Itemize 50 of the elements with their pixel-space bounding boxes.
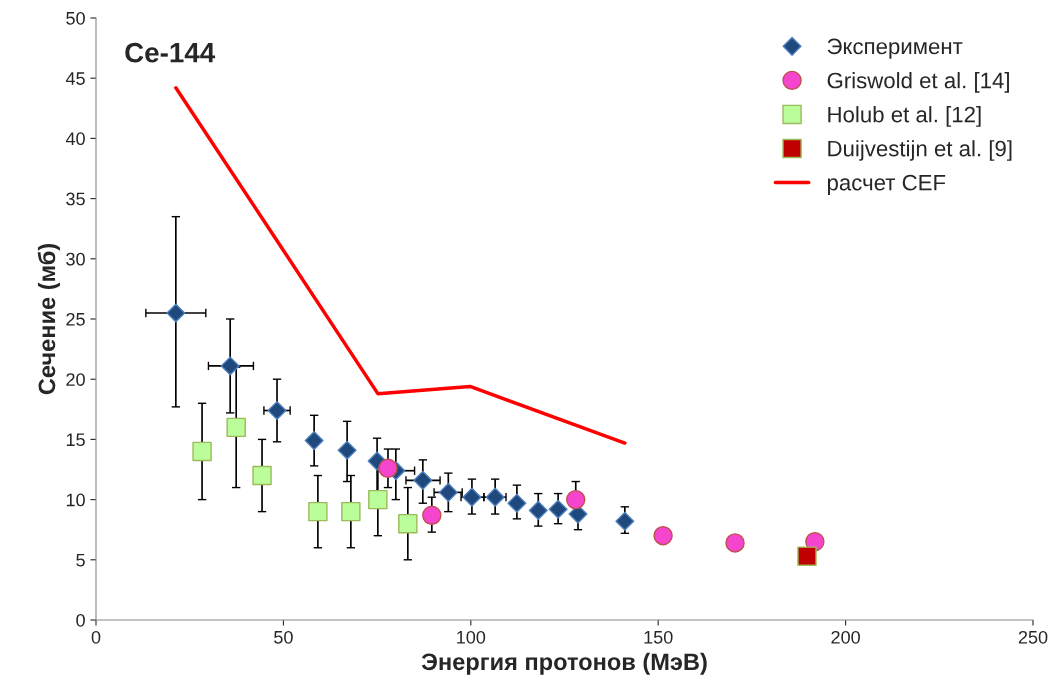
point — [267, 400, 287, 421]
x-tick-label: 150 — [644, 630, 673, 644]
y-tick-label: 5 — [76, 553, 85, 567]
legend-label: Griswold et al. [14] — [827, 72, 1009, 93]
point — [507, 493, 527, 513]
x-axis-title: Энергия протонов (МэВ) — [421, 652, 707, 675]
text: Ce-144 — [125, 42, 216, 63]
point — [566, 489, 586, 510]
legend-label: Эксперимент — [827, 38, 963, 59]
y-tick-label: 15 — [66, 433, 85, 447]
y-axis-title: Сечение (мб) — [37, 244, 60, 395]
x-tick-label: 50 — [274, 630, 293, 644]
y-tick-label: 25 — [66, 312, 85, 326]
x-tick-label: 0 — [91, 630, 101, 644]
x-tick-label: 250 — [1018, 630, 1048, 644]
point — [422, 505, 442, 525]
point — [653, 525, 673, 546]
y-tick-label: 0 — [76, 613, 85, 627]
point — [337, 440, 357, 460]
x-tick-label: 200 — [831, 630, 860, 644]
legend-label: Holub et al. [12] — [828, 106, 981, 127]
legend-label: Duijvestijn et al. [9] — [828, 140, 1012, 161]
y-tick-label: 35 — [66, 192, 85, 206]
y-tick-label: 10 — [66, 493, 85, 507]
point — [341, 501, 361, 522]
point — [615, 511, 635, 531]
y-tick-label: 30 — [66, 252, 85, 266]
point — [528, 500, 548, 520]
y-tick-label: 20 — [66, 373, 85, 386]
y-tick-label: 45 — [65, 72, 85, 85]
point — [166, 303, 186, 323]
line-series — [174, 86, 627, 445]
point — [378, 458, 398, 479]
point — [438, 482, 458, 502]
point — [398, 513, 418, 534]
point — [548, 499, 568, 519]
x-tick-label: 100 — [457, 630, 486, 644]
y-tick-label: 40 — [65, 132, 85, 146]
point — [304, 431, 324, 451]
point — [192, 441, 212, 462]
legend-label: расчет CEF — [827, 174, 946, 195]
point — [226, 417, 246, 438]
y-tick-label: 50 — [66, 11, 85, 25]
point — [308, 501, 328, 522]
point — [252, 465, 272, 486]
point — [413, 470, 433, 490]
point — [725, 533, 745, 553]
point — [368, 489, 388, 510]
point — [797, 546, 817, 566]
point — [220, 356, 240, 376]
